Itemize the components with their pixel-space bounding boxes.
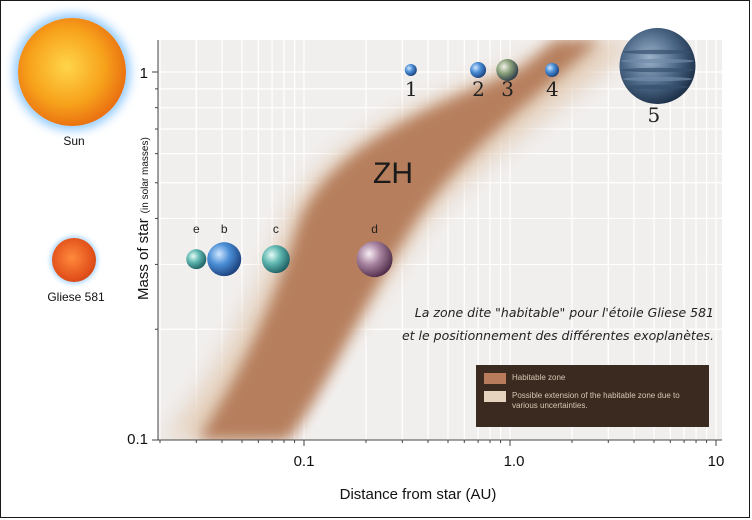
planet-3 (496, 59, 519, 81)
x-tick-label: 10 (708, 453, 725, 470)
gliese-star-image (52, 238, 96, 282)
legend-label: Possible extension of the habitable zone… (512, 391, 680, 410)
x-tick-label: 1.0 (504, 453, 525, 470)
planet-c (261, 245, 290, 274)
planet-2 (470, 62, 487, 78)
habitable-zone-core (198, 40, 600, 440)
annotation-line-2: et le positionnement des différentes exo… (402, 328, 714, 343)
planet-b (207, 242, 242, 277)
planet-1 (404, 64, 417, 76)
planet-label: b (221, 222, 228, 236)
sun-label: Sun (63, 134, 85, 148)
planet-band (623, 49, 692, 55)
gliese-label: Gliese 581 (47, 290, 105, 304)
annotation-line-1: La zone dite "habitable" pour l'étoile G… (415, 305, 714, 320)
x-axis-title: Distance from star (AU) (340, 486, 497, 503)
planet-label: 5 (647, 103, 660, 127)
planets: 1 2 3 45e b c d (186, 28, 696, 278)
legend-label: Habitable zone (512, 373, 566, 382)
y-axis-title: Mass of star (in solar masses) (135, 137, 152, 300)
zone-label: ZH (373, 157, 413, 190)
sun-star-image (18, 18, 126, 126)
axis-ticks (152, 71, 717, 446)
planet-label: d (371, 222, 378, 236)
habitable-zone (158, 40, 640, 440)
legend-swatch (484, 373, 506, 384)
planet-label: e (193, 222, 200, 236)
planet-5 (619, 28, 696, 104)
planet-band (620, 58, 695, 64)
planet-label: 2 (472, 77, 485, 101)
planet-label: 1 (405, 77, 418, 101)
y-tick-label: 1 (140, 65, 148, 82)
y-tick-label: 0.1 (127, 431, 148, 448)
y-axis-title-main: Mass of star (135, 218, 152, 300)
planet-band (620, 67, 695, 73)
planet-band (622, 76, 693, 82)
planet-label: c (273, 222, 279, 236)
planet-band (626, 84, 689, 90)
planet-label: 3 (501, 77, 514, 101)
legend: Habitable zone Possible extension of the… (476, 365, 709, 427)
planet-d (356, 241, 393, 278)
legend-swatch (484, 391, 506, 402)
planet-4 (545, 63, 560, 77)
planet-e (186, 249, 207, 270)
y-axis-title-unit: (in solar masses) (140, 137, 151, 213)
planet-label: 4 (546, 77, 559, 101)
x-tick-label: 0.1 (294, 453, 315, 470)
